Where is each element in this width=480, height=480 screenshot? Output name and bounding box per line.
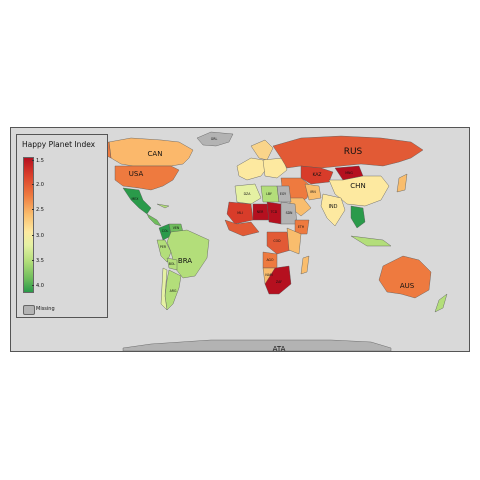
label-arg: ARG — [170, 289, 177, 293]
legend-tick-label: 2.0 — [36, 181, 44, 188]
label-usa: USA — [129, 170, 144, 178]
legend-tick-label: 3.5 — [36, 257, 44, 264]
label-ind: IND — [328, 204, 337, 210]
country-eaf[interactable] — [286, 227, 302, 255]
country-rus[interactable] — [272, 135, 424, 169]
country-egy[interactable] — [276, 185, 292, 203]
label-bol: BOL — [169, 262, 176, 266]
country-chl[interactable] — [160, 267, 168, 311]
country-bra[interactable] — [166, 229, 210, 279]
country-per[interactable] — [156, 239, 172, 263]
label-cod: COD — [273, 239, 281, 243]
country-nzl[interactable] — [434, 293, 448, 313]
label-nam: NAM — [265, 273, 273, 277]
world-map: RUS CAN USA CHN IND BRA AUS ATA GRL KAZ … — [95, 131, 448, 351]
country-scandinavia[interactable] — [250, 139, 274, 161]
country-dza[interactable] — [234, 183, 262, 205]
country-usa[interactable] — [114, 165, 180, 191]
label-rus: RUS — [344, 147, 363, 157]
label-zaf: ZAF — [276, 280, 282, 284]
label-mli: MLI — [237, 211, 243, 215]
country-jpn[interactable] — [396, 173, 408, 193]
label-eth: ETH — [298, 225, 305, 229]
label-lby: LBY — [266, 192, 272, 196]
country-zaf[interactable] — [264, 265, 292, 295]
legend-color-bar — [23, 157, 34, 293]
country-eth[interactable] — [294, 219, 310, 235]
legend-tick-mark — [32, 285, 34, 286]
label-chn: CHN — [350, 182, 365, 190]
legend-missing-label: Missing — [36, 306, 55, 312]
country-grl[interactable] — [196, 131, 234, 147]
country-can[interactable] — [108, 137, 194, 167]
legend-tick-mark — [32, 209, 34, 210]
legend-tick-mark — [32, 235, 34, 236]
label-sdn: SDN — [286, 211, 293, 215]
label-aus: AUS — [400, 282, 415, 290]
label-kaz: KAZ — [312, 172, 321, 178]
country-idn[interactable] — [350, 235, 392, 247]
country-mdg[interactable] — [300, 255, 310, 275]
country-eu-east[interactable] — [262, 157, 288, 179]
label-dza: DZA — [244, 192, 252, 196]
label-egy: EGY — [280, 192, 286, 196]
label-irn: IRN — [310, 190, 316, 194]
country-cam[interactable] — [146, 213, 162, 227]
legend-title: Happy Planet Index — [22, 140, 96, 149]
label-bra: BRA — [178, 257, 192, 265]
country-cod[interactable] — [266, 231, 292, 255]
label-ago: AGO — [266, 258, 274, 262]
label-per: PER — [160, 245, 167, 249]
country-arg[interactable] — [164, 269, 182, 311]
country-seasia[interactable] — [350, 205, 366, 229]
legend-tick-label: 1.5 — [36, 157, 44, 164]
legend-tick-label: 3.0 — [36, 232, 44, 239]
label-tcd: TCD — [270, 210, 278, 214]
legend-tick-label: 2.5 — [36, 206, 44, 213]
legend-tick-mark — [32, 184, 34, 185]
country-mli[interactable] — [226, 201, 254, 225]
label-mng: MNG — [345, 171, 353, 175]
country-cub[interactable] — [156, 203, 170, 209]
legend-tick-mark — [32, 260, 34, 261]
country-eu-west[interactable] — [236, 157, 268, 181]
label-ata: ATA — [273, 345, 286, 351]
label-can: CAN — [148, 150, 163, 158]
country-ata[interactable] — [122, 339, 392, 351]
country-ind[interactable] — [320, 193, 346, 227]
label-ner: NER — [257, 210, 264, 214]
legend-tick-mark — [32, 160, 34, 161]
country-aus[interactable] — [378, 255, 432, 299]
label-col: COL — [162, 229, 169, 233]
country-mex[interactable] — [122, 187, 152, 215]
legend-missing-swatch — [23, 305, 35, 315]
label-mex: MEX — [132, 197, 140, 201]
country-irn[interactable] — [304, 183, 322, 201]
label-grl: GRL — [211, 137, 218, 141]
country-waf-coast[interactable] — [224, 219, 260, 237]
label-ven: VEN — [173, 226, 180, 230]
map-legend: Happy Planet Index 1.5 2.0 2.5 3.0 3.5 4.0 Mi… — [16, 134, 108, 318]
country-bol[interactable] — [166, 257, 178, 271]
legend-tick-label: 4.0 — [36, 282, 44, 289]
